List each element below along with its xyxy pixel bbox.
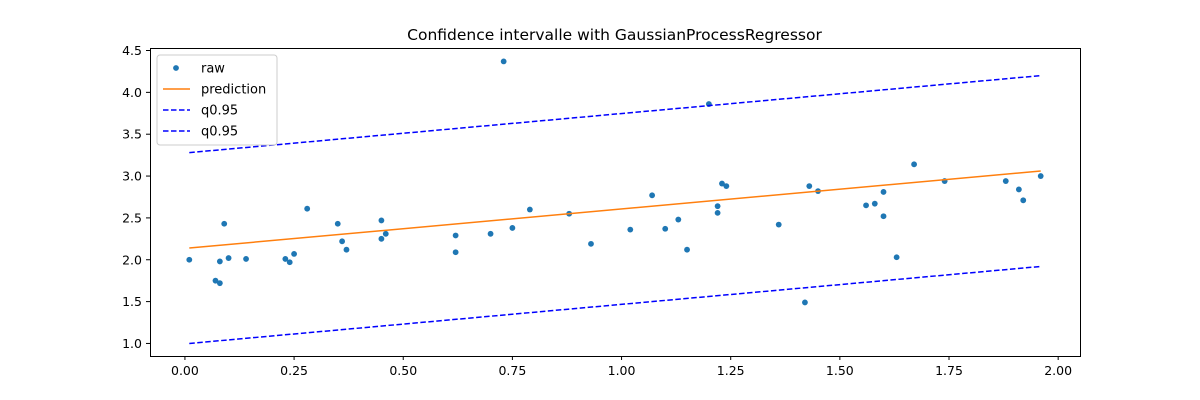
raw-point-35 (802, 299, 808, 306)
raw-point-10 (304, 205, 311, 212)
raw-point-26 (662, 225, 669, 232)
raw-point-0 (186, 256, 193, 263)
y-tick-label-5: 3.5 (122, 127, 142, 142)
raw-point-20 (509, 225, 516, 231)
raw-point-33 (723, 183, 730, 189)
x-tick-label-5: 1.25 (717, 363, 745, 378)
raw-point-43 (911, 161, 917, 168)
x-tick-label-2: 0.50 (389, 363, 417, 378)
raw-point-24 (627, 226, 634, 233)
y-tick-label-2: 2.0 (122, 252, 142, 267)
raw-point-11 (334, 220, 341, 227)
raw-point-21 (526, 206, 533, 213)
raw-point-38 (863, 202, 869, 209)
raw-point-36 (806, 183, 813, 189)
raw-point-27 (675, 216, 682, 223)
raw-point-42 (893, 254, 900, 261)
plot-frame (150, 48, 1081, 357)
y-tick-label-0: 1.0 (122, 336, 142, 351)
prediction-line-1 (189, 170, 1041, 249)
raw-point-49 (500, 58, 507, 65)
y-tick-label-3: 2.5 (122, 210, 142, 225)
raw-point-5 (225, 255, 232, 261)
raw-point-15 (378, 235, 385, 242)
raw-point-1 (212, 277, 219, 284)
x-tick-label-3: 0.75 (498, 363, 526, 378)
chart-title: Confidence intervalle with GaussianProce… (407, 26, 822, 44)
raw-point-3 (216, 258, 223, 265)
raw-point-28 (684, 246, 690, 253)
q0-95-line-2 (189, 74, 1041, 154)
legend-label-0: raw (201, 62, 225, 77)
y-tick-label-6: 4.0 (122, 85, 142, 100)
raw-point-19 (487, 230, 494, 237)
raw-point-12 (339, 238, 346, 245)
raw-point-8 (286, 259, 293, 266)
raw-point-34 (775, 221, 782, 228)
plot-marks (186, 58, 1044, 345)
raw-point-32 (719, 180, 725, 187)
raw-point-25 (649, 192, 656, 199)
y-axis: 1.0 1.5 2.0 2.5 3.0 3.5 4.0 4.5 (122, 43, 150, 351)
x-tick-label-8: 2.00 (1044, 363, 1072, 378)
q0-95-line-3 (189, 265, 1041, 345)
x-tick-label-0: 0.00 (171, 363, 199, 378)
raw-point-17 (452, 232, 459, 239)
raw-point-2 (216, 280, 223, 287)
x-tick-label-1: 0.25 (280, 363, 308, 378)
x-tick-label-6: 1.50 (826, 363, 854, 378)
raw-point-9 (291, 250, 297, 257)
raw-point-31 (714, 209, 721, 216)
raw-point-40 (880, 213, 887, 220)
legend-box (156, 54, 278, 146)
x-tick-label-7: 1.75 (935, 363, 963, 378)
legend-marker-0 (173, 65, 179, 71)
raw-point-6 (243, 256, 249, 262)
raw-point-16 (382, 230, 389, 237)
y-tick-label-7: 4.5 (122, 43, 142, 58)
raw-point-41 (880, 189, 887, 195)
raw-point-18 (452, 249, 459, 256)
raw-point-45 (1002, 178, 1009, 184)
legend: raw prediction q0.95 q0.95 (156, 54, 278, 146)
legend-label-2: q0.95 (201, 104, 238, 119)
raw-point-46 (1015, 186, 1022, 193)
raw-point-47 (1020, 197, 1027, 204)
raw-point-23 (588, 240, 594, 247)
raw-point-48 (1037, 173, 1044, 179)
raw-point-13 (343, 246, 350, 253)
legend-label-1: prediction (201, 83, 266, 98)
raw-point-7 (282, 256, 289, 262)
raw-point-39 (871, 200, 878, 207)
raw-point-30 (714, 203, 721, 210)
x-tick-label-4: 1.00 (608, 363, 636, 378)
raw-point-14 (378, 217, 385, 224)
x-axis: 0.00 0.25 0.50 0.75 1.00 1.25 1.50 1.75 2.00 (171, 356, 1072, 378)
raw-point-4 (221, 220, 228, 227)
legend-label-3: q0.95 (201, 125, 238, 140)
y-tick-label-1: 1.5 (122, 294, 142, 309)
y-tick-label-4: 3.0 (122, 169, 142, 184)
